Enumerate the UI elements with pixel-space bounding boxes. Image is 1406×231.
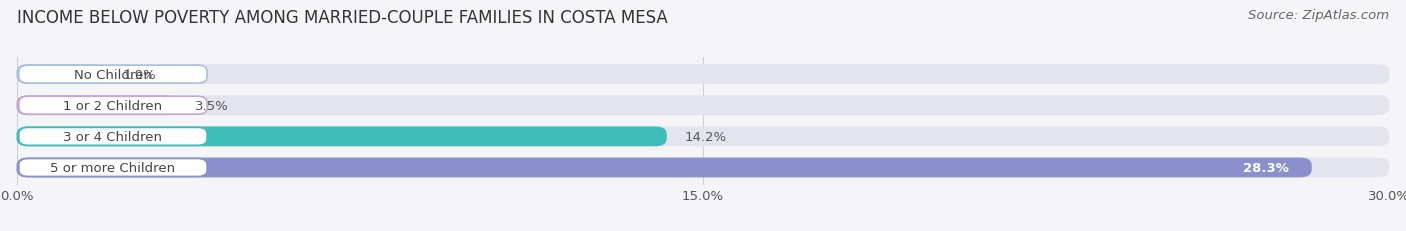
FancyBboxPatch shape	[17, 96, 177, 116]
FancyBboxPatch shape	[17, 158, 1312, 178]
FancyBboxPatch shape	[17, 65, 1389, 85]
FancyBboxPatch shape	[17, 158, 1389, 178]
Text: 5 or more Children: 5 or more Children	[51, 161, 176, 174]
Text: 3 or 4 Children: 3 or 4 Children	[63, 130, 163, 143]
Text: 3.5%: 3.5%	[195, 99, 229, 112]
FancyBboxPatch shape	[17, 65, 104, 85]
Text: INCOME BELOW POVERTY AMONG MARRIED-COUPLE FAMILIES IN COSTA MESA: INCOME BELOW POVERTY AMONG MARRIED-COUPL…	[17, 9, 668, 27]
Text: Source: ZipAtlas.com: Source: ZipAtlas.com	[1249, 9, 1389, 22]
FancyBboxPatch shape	[17, 127, 1389, 147]
Text: No Children: No Children	[75, 68, 152, 81]
FancyBboxPatch shape	[18, 128, 207, 146]
Text: 1.9%: 1.9%	[122, 68, 156, 81]
FancyBboxPatch shape	[17, 127, 666, 147]
Text: 14.2%: 14.2%	[685, 130, 727, 143]
FancyBboxPatch shape	[18, 159, 207, 177]
Text: 28.3%: 28.3%	[1243, 161, 1288, 174]
FancyBboxPatch shape	[17, 96, 1389, 116]
FancyBboxPatch shape	[18, 97, 207, 115]
Text: 1 or 2 Children: 1 or 2 Children	[63, 99, 163, 112]
FancyBboxPatch shape	[18, 66, 207, 84]
